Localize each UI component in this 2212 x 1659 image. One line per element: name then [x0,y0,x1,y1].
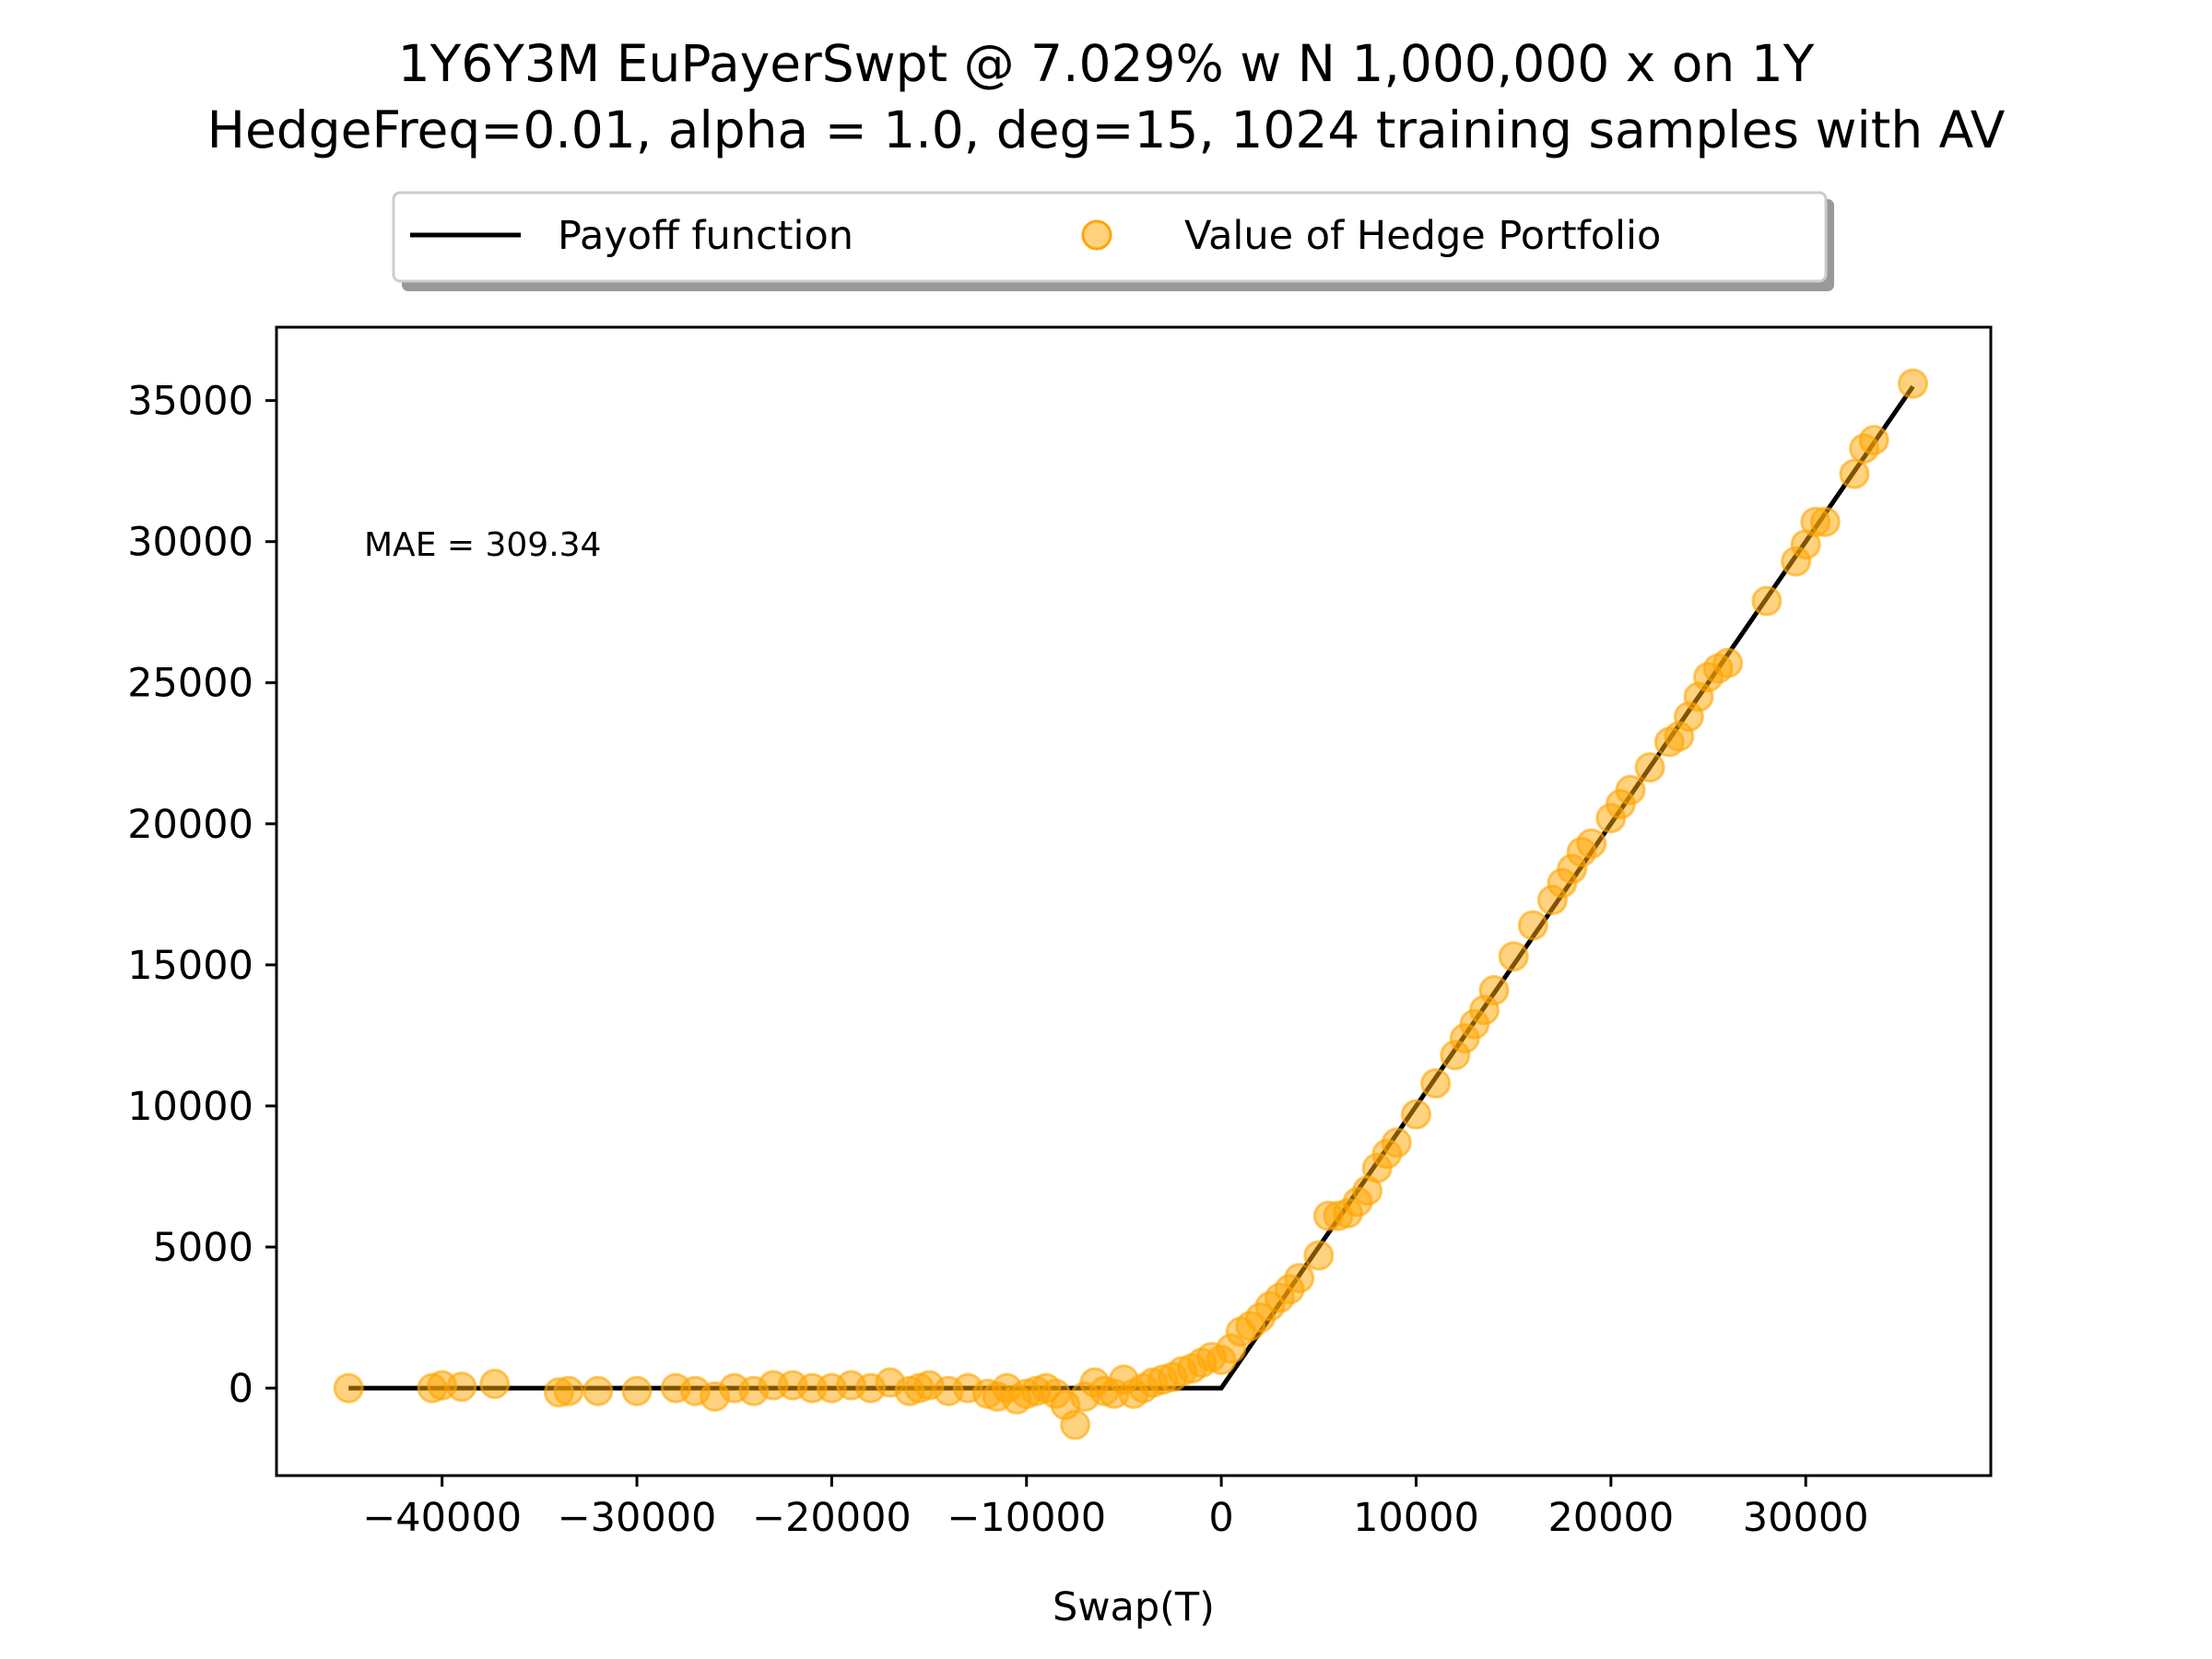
hedge-point [553,1375,584,1406]
y-axis: 0 5000 10000 15000 20000 25000 30000 35000 [127,379,276,1412]
hedge-point [1401,1099,1431,1130]
hedge-point [1751,585,1783,617]
legend-label-payoff: Payoff function [558,213,853,259]
hedge-point [1498,941,1529,972]
legend-label-hedge: Value of Hedge Portfolio [1184,213,1661,259]
x-tick-label: −30000 [558,1495,717,1541]
hedge-point [479,1369,511,1399]
hedge-point [1712,647,1744,678]
hedge-point [1284,1263,1315,1294]
hedge-point [1858,425,1889,455]
y-tick-label: 25000 [127,661,253,707]
chart-subtitle: HedgeFreq=0.01, alpha = 1.0, deg=15, 102… [207,100,2006,159]
hedge-point [621,1375,653,1406]
x-tick-label: 20000 [1547,1495,1674,1541]
hedge-point [1517,910,1548,941]
axes-frame [275,325,1993,1477]
x-tick-label: −40000 [362,1495,522,1541]
x-tick-label: 0 [1208,1495,1233,1541]
x-tick-label: 10000 [1353,1495,1479,1541]
legend: Payoff function Value of Hedge Portfolio [392,191,1834,291]
mae-annotation: MAE = 309.34 [364,526,601,564]
hedge-point [1576,828,1607,859]
x-axis-label: Swap(T) [1053,1584,1215,1630]
x-axis: −40000 −30000 −20000 −10000 0 10000 20000 30000 [362,1476,1869,1541]
hedge-point [582,1375,614,1406]
y-tick-label: 5000 [153,1225,253,1271]
hedge-point [1839,458,1870,489]
hedge-point [1615,774,1646,806]
hedge-point [1809,506,1841,537]
x-tick-label: −20000 [752,1495,912,1541]
x-tick-label: 30000 [1743,1495,1869,1541]
hedge-point [1381,1127,1412,1159]
hedge-point [1898,368,1928,399]
chart-title: 1Y6Y3M EuPayerSwpt @ 7.029% w N 1,000,00… [398,34,1815,93]
x-tick-label: −10000 [947,1495,1106,1541]
y-tick-label: 0 [229,1366,253,1412]
hedge-point [1303,1240,1335,1271]
hedge-point [446,1371,477,1403]
y-tick-label: 35000 [127,379,253,425]
y-tick-label: 15000 [127,943,253,989]
plot-area [333,368,1928,1441]
legend-marker-swatch [1081,219,1112,251]
hedge-point [1420,1068,1452,1099]
hedge-point [1478,974,1510,1006]
hedge-point [333,1372,364,1404]
y-tick-label: 30000 [127,520,253,566]
hedge-point [1634,752,1665,783]
y-tick-label: 10000 [127,1084,253,1130]
hedge-point [1060,1409,1091,1441]
y-tick-label: 20000 [127,802,253,848]
